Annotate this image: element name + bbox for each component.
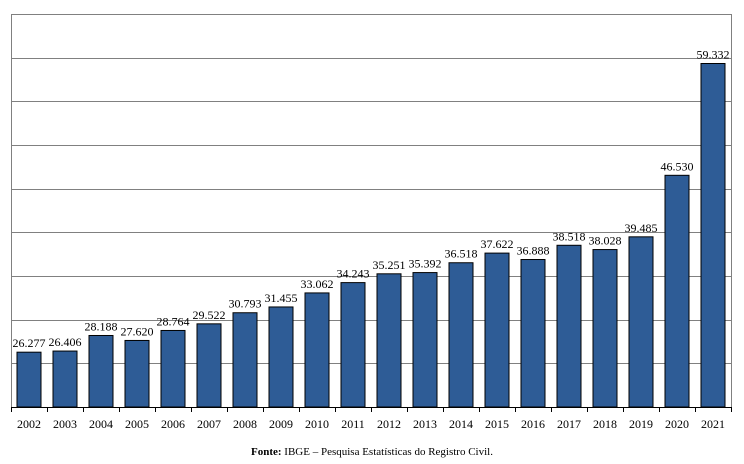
bar bbox=[592, 249, 618, 408]
x-tick-label: 2013 bbox=[413, 417, 437, 431]
data-label: 28.764 bbox=[157, 314, 190, 328]
data-label: 33.062 bbox=[301, 277, 334, 291]
bar bbox=[700, 63, 726, 408]
bar bbox=[520, 259, 546, 408]
x-tick-label: 2018 bbox=[593, 417, 617, 431]
data-label: 26.406 bbox=[49, 335, 82, 349]
bar bbox=[88, 334, 114, 408]
bar bbox=[628, 236, 654, 408]
bar bbox=[196, 323, 222, 408]
bar bbox=[664, 174, 690, 408]
x-tick-label: 2015 bbox=[485, 417, 509, 431]
bar bbox=[268, 306, 294, 408]
bar bbox=[340, 282, 366, 408]
data-label: 26.277 bbox=[13, 336, 46, 350]
x-tick-label: 2014 bbox=[449, 417, 473, 431]
data-label: 27.620 bbox=[121, 324, 154, 338]
data-label: 37.622 bbox=[481, 237, 514, 251]
x-tick-label: 2004 bbox=[89, 417, 113, 431]
x-tick-label: 2011 bbox=[341, 417, 365, 431]
x-tick-label: 2007 bbox=[197, 417, 221, 431]
x-tick-label: 2020 bbox=[665, 417, 689, 431]
data-label: 30.793 bbox=[229, 297, 262, 311]
x-tick-label: 2019 bbox=[629, 417, 653, 431]
data-label: 35.392 bbox=[409, 257, 442, 271]
gridlines bbox=[11, 14, 732, 408]
data-label: 38.028 bbox=[589, 234, 622, 248]
data-label: 35.251 bbox=[373, 258, 406, 272]
x-tick-label: 2016 bbox=[521, 417, 545, 431]
source-text: IBGE – Pesquisa Estatísticas do Registro… bbox=[281, 446, 493, 458]
data-label: 31.455 bbox=[265, 291, 298, 305]
x-tick-label: 2017 bbox=[557, 417, 581, 431]
bar bbox=[124, 339, 150, 408]
data-label: 46.530 bbox=[661, 159, 694, 173]
bar bbox=[376, 273, 402, 408]
data-label: 29.522 bbox=[193, 308, 226, 322]
data-label: 59.332 bbox=[697, 48, 730, 62]
bar bbox=[484, 252, 510, 408]
x-tick-label: 2009 bbox=[269, 417, 293, 431]
bar bbox=[448, 262, 474, 408]
x-tick-label: 2005 bbox=[125, 417, 149, 431]
x-tick-label: 2021 bbox=[701, 417, 725, 431]
bar bbox=[160, 329, 186, 408]
x-tick-label: 2006 bbox=[161, 417, 185, 431]
x-tick-label: 2003 bbox=[53, 417, 77, 431]
source-label: Fonte: bbox=[251, 446, 282, 458]
x-tick-label: 2012 bbox=[377, 417, 401, 431]
data-label: 39.485 bbox=[625, 221, 658, 235]
data-label: 36.518 bbox=[445, 247, 478, 261]
x-tick-label: 2002 bbox=[17, 417, 41, 431]
x-tick-label: 2010 bbox=[305, 417, 329, 431]
data-label: 28.188 bbox=[85, 319, 118, 333]
x-axis: 2002 2003 2004 2005 2006 2007 2008 2009 2010 2011… bbox=[11, 407, 732, 431]
data-label: 38.518 bbox=[553, 229, 586, 243]
x-tick-label: 2008 bbox=[233, 417, 257, 431]
data-label: 36.888 bbox=[517, 244, 550, 258]
bar bbox=[556, 244, 582, 408]
plot-frame bbox=[11, 14, 732, 408]
bar bbox=[232, 312, 258, 408]
bar bbox=[412, 272, 438, 408]
bar bbox=[304, 292, 330, 408]
data-label: 34.243 bbox=[337, 267, 370, 281]
bar bbox=[16, 351, 42, 408]
bar bbox=[52, 350, 78, 408]
source-note: Fonte: IBGE – Pesquisa Estatísticas do R… bbox=[0, 446, 744, 458]
